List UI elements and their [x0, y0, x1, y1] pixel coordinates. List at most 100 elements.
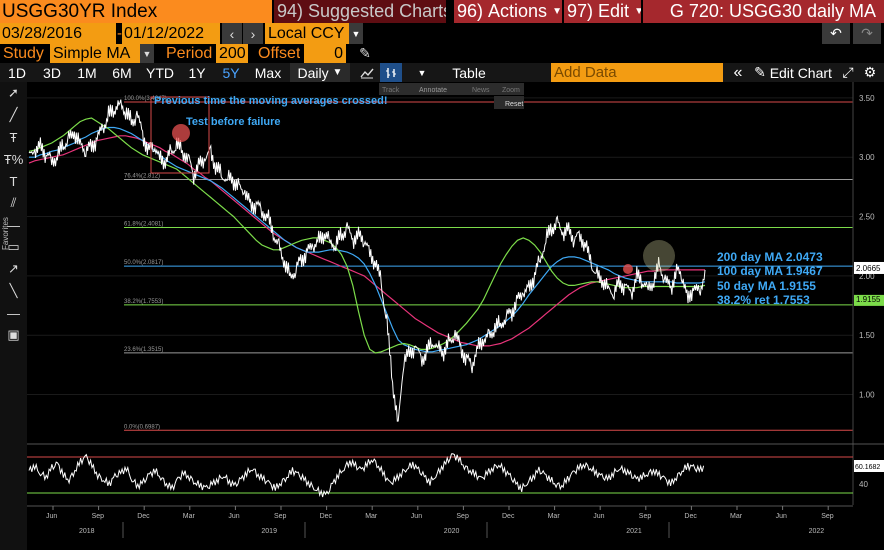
x-month-label: Sep [274, 513, 287, 520]
fib-percent-icon[interactable]: Ŧ% [3, 151, 24, 167]
chevron-right-icon[interactable]: › [243, 23, 263, 44]
delete-icon[interactable]: ▣ [7, 327, 20, 342]
x-year-label: 2022 [809, 528, 825, 535]
x-month-label: Sep [821, 513, 834, 520]
x-month-label: Jun [228, 513, 239, 520]
zoom-button[interactable]: Zoom [502, 87, 520, 94]
y-tick-label: 3.50 [859, 94, 875, 103]
add-data-input[interactable]: Add Data [551, 63, 723, 82]
fib-label: 61.8%(2.4081) [124, 221, 163, 227]
chart-title: G 720: USGG30 daily MA [643, 0, 884, 23]
frequency-select[interactable]: Daily ▼ [290, 63, 350, 82]
study-label: Study [3, 44, 44, 62]
timeframe-3d[interactable]: 3D [43, 64, 61, 81]
actions-label: Actions [488, 1, 548, 21]
chevron-down-icon[interactable]: ▼ [349, 23, 363, 44]
price-chart[interactable]: 100.0%(3.4647) 76.4%(2.812) 61.8%(2.4081) 5… [27, 82, 884, 550]
toolbar: 1D 3D 1M 6M YTD 1Y 5Y Max Daily ▼ ▼ Tabl… [0, 63, 884, 82]
chevron-down-icon: ▼ [332, 67, 343, 78]
news-button[interactable]: News [472, 87, 490, 94]
period-field[interactable]: 200 [216, 44, 248, 63]
edit-menu[interactable]: 97) Edit ▼ [564, 0, 641, 23]
edit-label: Edit [598, 1, 630, 21]
offset-field[interactable]: 0 [304, 44, 346, 63]
cross-marker-circle [172, 124, 190, 142]
chevron-down-icon[interactable]: ▼ [417, 67, 427, 78]
channel-tool-icon[interactable]: ⫽ [10, 195, 17, 210]
track-button[interactable]: Track [382, 87, 400, 94]
fib-label: 76.4%(2.812) [124, 174, 160, 180]
fib-tool-icon[interactable]: Ŧ [9, 129, 18, 145]
actions-menu[interactable]: 96) Actions ▼ [454, 0, 562, 23]
study-select[interactable]: Simple MA [50, 44, 140, 63]
pencil-icon[interactable]: ✎ [359, 45, 371, 61]
y-tick-label: 1.00 [859, 391, 875, 400]
annotation-previous-cross: Previous time the moving averages crosse… [154, 95, 388, 107]
x-month-label: Mar [365, 513, 378, 520]
end-date-field[interactable]: 01/12/2022 [122, 23, 220, 44]
table-button[interactable]: Table [452, 64, 486, 81]
edit-chart-label: Edit Chart [769, 64, 832, 81]
legend-ma50: 50 day MA 1.9155 [717, 279, 816, 293]
x-month-label: Mar [183, 513, 196, 520]
settings-icon[interactable]: ⚙ [863, 64, 877, 80]
test-marker-circle [643, 240, 675, 272]
annotation-test-before-failure: Test before failure [186, 116, 281, 128]
ticker-field[interactable]: USGG30YR Index [0, 0, 272, 23]
chevron-down-icon[interactable]: ▼ [140, 44, 154, 63]
resize-icon[interactable]: ⤢ [842, 64, 854, 80]
x-month-label: Sep [639, 513, 652, 520]
ma50-line [28, 117, 706, 354]
fib-label: 100.0%(3.4647) [124, 96, 167, 102]
favorites-label: Favorites [1, 217, 10, 250]
ma100-line [29, 126, 706, 353]
chart-overlays [150, 96, 675, 274]
x-month-label: Dec [684, 513, 697, 520]
x-month-label: Dec [320, 513, 333, 520]
line-chart-icon[interactable] [356, 63, 378, 82]
period-label: Period [166, 44, 213, 62]
ma50-value-label: 1.9155 [856, 295, 881, 304]
double-chevron-left-icon[interactable]: « [733, 63, 743, 81]
horizontal-ray-icon[interactable]: — [7, 305, 20, 321]
x-month-label: Mar [730, 513, 743, 520]
chart-mini-toolbar: Track Annotate News Zoom Reset [379, 83, 524, 109]
fib-label: 0.0%(0.6987) [124, 424, 160, 430]
extend-line-icon[interactable]: ╲ [9, 283, 18, 298]
y-tick-label: 1.50 [859, 331, 875, 340]
start-date-field[interactable]: 03/28/2016 [0, 23, 116, 44]
x-axis: Jun Sep Dec Mar Jun Sep Dec Mar Jun Sep Dec Mar Jun S… [27, 505, 884, 550]
title-bar: USGG30YR Index 94) Suggested Charts 96) … [0, 0, 884, 23]
text-tool-icon[interactable]: T [9, 173, 18, 189]
y-tick-label: 2.00 [859, 272, 875, 281]
x-axis-background [27, 505, 884, 550]
timeframe-1y[interactable]: 1Y [188, 64, 206, 81]
timeframe-5y[interactable]: 5Y [222, 64, 240, 81]
currency-select[interactable]: Local CCY [265, 23, 349, 44]
bar-chart-icon[interactable] [380, 63, 402, 82]
legend-ma200: 200 day MA 2.0473 [717, 250, 823, 264]
line-tool-icon[interactable]: ╱ [9, 107, 18, 122]
suggested-charts-label: Suggested Charts [308, 1, 446, 21]
arrow-tool-icon[interactable]: ↗ [8, 261, 19, 276]
horizontal-line-icon[interactable]: ― [7, 217, 20, 233]
redo-icon[interactable]: ↷ [853, 23, 881, 44]
rectangle-tool-icon[interactable]: ▭ [7, 239, 20, 254]
edit-chart-button[interactable]: ✎ Edit Chart [750, 63, 836, 82]
timeframe-max[interactable]: Max [254, 64, 282, 81]
timeframe-6m[interactable]: 6M [112, 64, 132, 81]
undo-icon[interactable]: ↶ [822, 23, 850, 44]
last-price-badge [854, 261, 884, 274]
cursor-icon[interactable]: ➚ [8, 85, 19, 100]
pencil-icon: ✎ [754, 64, 766, 80]
timeframe-1m[interactable]: 1M [77, 64, 97, 81]
chevron-left-icon[interactable]: ‹ [222, 23, 242, 44]
rsi-last-label: 60.1682 [855, 464, 880, 471]
timeframe-1d[interactable]: 1D [8, 64, 26, 81]
reset-button[interactable]: Reset [505, 101, 523, 108]
timeframe-ytd[interactable]: YTD [146, 64, 174, 81]
fib-label: 23.6%(1.3515) [124, 347, 163, 353]
suggested-charts-button[interactable]: 94) Suggested Charts [274, 0, 446, 23]
actions-number: 96) [457, 1, 484, 21]
annotate-button[interactable]: Annotate [419, 87, 447, 94]
